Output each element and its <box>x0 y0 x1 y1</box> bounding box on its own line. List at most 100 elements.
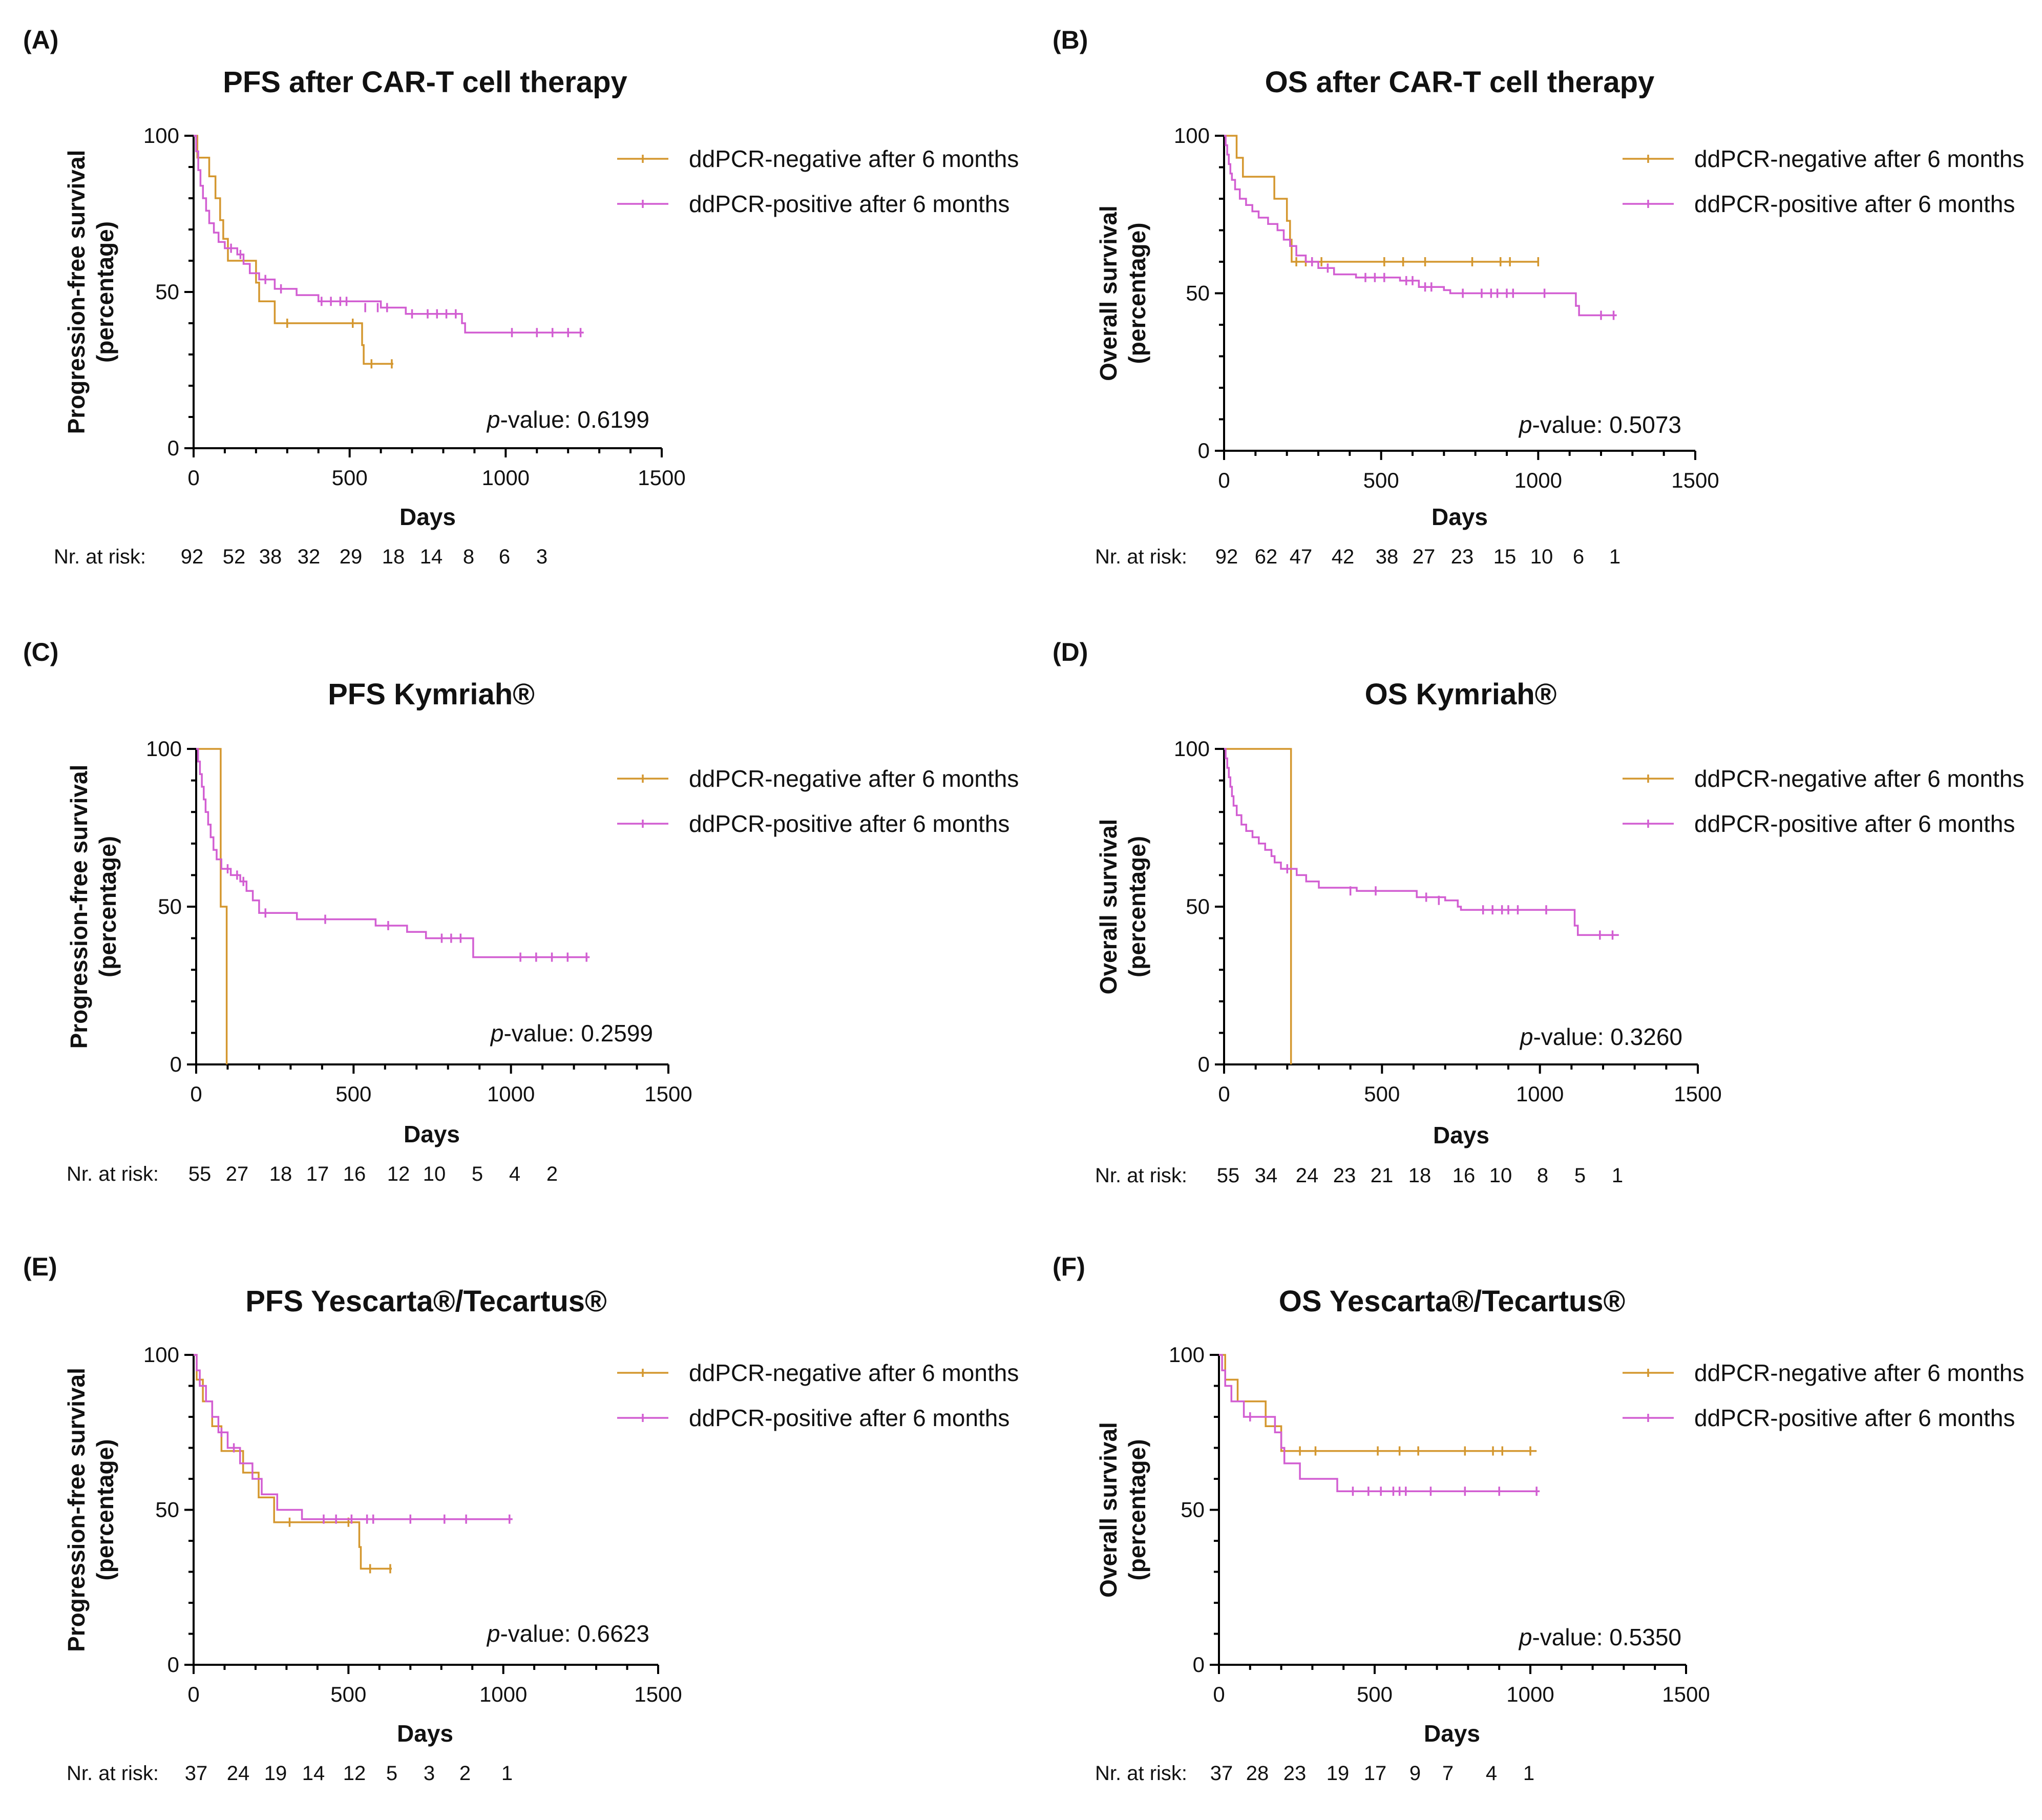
legend-label: ddPCR-positive after 6 months <box>1694 191 2015 217</box>
y-tick-label: 0 <box>167 1652 179 1677</box>
risk-number: 12 <box>343 1762 366 1785</box>
risk-number: 18 <box>1408 1164 1431 1187</box>
risk-number: 29 <box>340 546 363 568</box>
legend-label: ddPCR-positive after 6 months <box>689 191 1009 217</box>
y-tick-label: 0 <box>1198 438 1210 463</box>
legend-label: ddPCR-positive after 6 months <box>689 810 1009 837</box>
x-tick-label: 1000 <box>487 1082 535 1106</box>
series-negative <box>194 135 393 369</box>
legend-label: ddPCR-positive after 6 months <box>1694 810 2015 837</box>
series-positive <box>1224 135 1617 320</box>
legend-item-positive: ddPCR-positive after 6 months <box>1623 1405 2015 1431</box>
risk-number: 2 <box>459 1762 471 1785</box>
y-axis-label-line: (percentage) <box>94 836 121 977</box>
legend-label: ddPCR-negative after 6 months <box>689 765 1019 792</box>
y-tick-label: 100 <box>1174 123 1210 148</box>
series-positive <box>1219 1354 1540 1496</box>
legend-label: ddPCR-negative after 6 months <box>1694 765 2024 792</box>
x-tick-label: 1500 <box>634 1682 682 1706</box>
risk-number: 19 <box>1327 1762 1350 1785</box>
x-axis-label: Days <box>1424 1720 1480 1747</box>
risk-number: 92 <box>1215 546 1238 568</box>
km-curve <box>194 135 584 334</box>
km-curve <box>1219 1354 1540 1492</box>
x-tick-label: 0 <box>1218 468 1230 492</box>
chart-title: PFS after CAR-T cell therapy <box>223 66 627 99</box>
x-tick-label: 500 <box>1363 468 1399 492</box>
x-axis-label: Days <box>404 1121 460 1147</box>
risk-number: 37 <box>185 1762 208 1785</box>
risk-number: 27 <box>1413 546 1436 568</box>
risk-number: 92 <box>181 546 204 568</box>
chart-title: OS Yescarta®/Tecartus® <box>1279 1285 1626 1318</box>
risk-number: 16 <box>343 1163 366 1185</box>
p-value-text: -value: 0.2599 <box>503 1020 653 1047</box>
p-value-text: -value: 0.5073 <box>1532 411 1681 438</box>
panel-label: (D) <box>1052 638 1088 666</box>
risk-number: 4 <box>509 1163 520 1185</box>
y-axis-label-line: (percentage) <box>92 1439 118 1580</box>
km-curve <box>196 748 228 1064</box>
risk-number: 1 <box>1609 546 1620 568</box>
risk-number: 38 <box>259 546 282 568</box>
legend: ddPCR-negative after 6 months ddPCR-posit… <box>617 145 1019 217</box>
p-value-text: -value: 0.5350 <box>1532 1624 1681 1650</box>
risk-number: 62 <box>1255 546 1278 568</box>
y-tick-label: 0 <box>1193 1652 1205 1677</box>
y-axis-label: Overall survival(percentage) <box>1095 205 1150 381</box>
x-tick-label: 1500 <box>644 1082 692 1106</box>
p-value-prefix: p <box>1518 1624 1532 1650</box>
y-axis-label: Overall survival(percentage) <box>1095 1422 1150 1598</box>
series-negative <box>194 1354 392 1574</box>
risk-number: 1 <box>1612 1164 1623 1187</box>
legend-item-positive: ddPCR-positive after 6 months <box>617 1405 1009 1431</box>
legend-label: ddPCR-positive after 6 months <box>1694 1405 2015 1431</box>
y-tick-label: 50 <box>1186 281 1210 305</box>
x-tick-label: 1500 <box>638 466 685 490</box>
x-tick-label: 1000 <box>1514 468 1562 492</box>
risk-number: 55 <box>188 1163 212 1185</box>
p-value-annotation: p-value: 0.3260 <box>1519 1023 1682 1050</box>
legend-label: ddPCR-negative after 6 months <box>1694 1359 2024 1386</box>
risk-number: 28 <box>1246 1762 1269 1785</box>
risk-number: 6 <box>499 546 510 568</box>
y-axis-label-line: (percentage) <box>1124 222 1150 364</box>
p-value-annotation: p-value: 0.5073 <box>1518 411 1681 438</box>
risk-number: 5 <box>386 1762 397 1785</box>
km-curve <box>194 1354 392 1570</box>
legend-item-positive: ddPCR-positive after 6 months <box>617 191 1009 217</box>
x-tick-label: 1000 <box>1516 1082 1564 1106</box>
risk-number: 10 <box>423 1163 446 1185</box>
legend: ddPCR-negative after 6 months ddPCR-posit… <box>1623 145 2024 217</box>
risk-number: 23 <box>1283 1762 1307 1785</box>
risk-number: 7 <box>1442 1762 1454 1785</box>
p-value-prefix: p <box>1518 411 1532 438</box>
x-axis-label: Days <box>1431 504 1488 530</box>
legend-label: ddPCR-negative after 6 months <box>689 145 1019 172</box>
x-tick-label: 500 <box>335 1082 371 1106</box>
risk-number: 15 <box>1493 546 1517 568</box>
legend-item-positive: ddPCR-positive after 6 months <box>1623 810 2015 837</box>
km-curve <box>194 1354 513 1520</box>
p-value-annotation: p-value: 0.2599 <box>490 1020 653 1047</box>
risk-number: 27 <box>226 1163 249 1185</box>
legend-item-negative: ddPCR-negative after 6 months <box>617 145 1019 172</box>
y-axis-label: Progression-free survival(percentage) <box>66 765 121 1049</box>
x-tick-label: 1000 <box>479 1682 527 1706</box>
risk-number: 32 <box>298 546 321 568</box>
risk-number: 37 <box>1210 1762 1233 1785</box>
y-tick-label: 50 <box>1181 1498 1205 1522</box>
x-axis-label: Days <box>399 504 456 530</box>
risk-number: 17 <box>1364 1762 1387 1785</box>
risk-number: 19 <box>264 1762 287 1785</box>
legend-item-negative: ddPCR-negative after 6 months <box>617 765 1019 792</box>
y-axis-label: Progression-free survival(percentage) <box>63 150 118 434</box>
p-value-prefix: p <box>490 1020 504 1047</box>
y-tick-label: 50 <box>155 1498 179 1522</box>
y-tick-label: 50 <box>1186 894 1210 918</box>
risk-number: 52 <box>223 546 246 568</box>
p-value-annotation: p-value: 0.6199 <box>486 406 649 433</box>
x-tick-label: 500 <box>1364 1082 1400 1106</box>
